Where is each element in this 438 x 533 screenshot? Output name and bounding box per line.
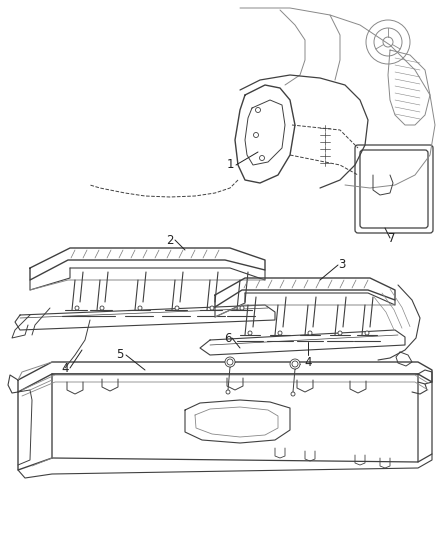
Circle shape: [278, 331, 282, 335]
Circle shape: [240, 306, 244, 310]
Circle shape: [254, 133, 258, 138]
Circle shape: [175, 306, 179, 310]
Circle shape: [226, 390, 230, 394]
Circle shape: [248, 331, 252, 335]
Circle shape: [259, 156, 265, 160]
Text: 7: 7: [388, 231, 396, 245]
Circle shape: [227, 359, 233, 365]
Circle shape: [290, 359, 300, 369]
Text: 1: 1: [226, 158, 234, 172]
Circle shape: [292, 361, 298, 367]
Text: 5: 5: [117, 349, 124, 361]
Circle shape: [291, 392, 295, 396]
Text: 6: 6: [224, 332, 232, 344]
Text: 4: 4: [61, 361, 69, 375]
Text: 3: 3: [338, 259, 346, 271]
Text: 2: 2: [166, 233, 174, 246]
Circle shape: [225, 357, 235, 367]
Circle shape: [210, 306, 214, 310]
Circle shape: [100, 306, 104, 310]
Circle shape: [365, 331, 369, 335]
Circle shape: [338, 331, 342, 335]
Circle shape: [255, 108, 261, 112]
Circle shape: [138, 306, 142, 310]
Circle shape: [308, 331, 312, 335]
Circle shape: [75, 306, 79, 310]
Text: 4: 4: [304, 356, 312, 368]
